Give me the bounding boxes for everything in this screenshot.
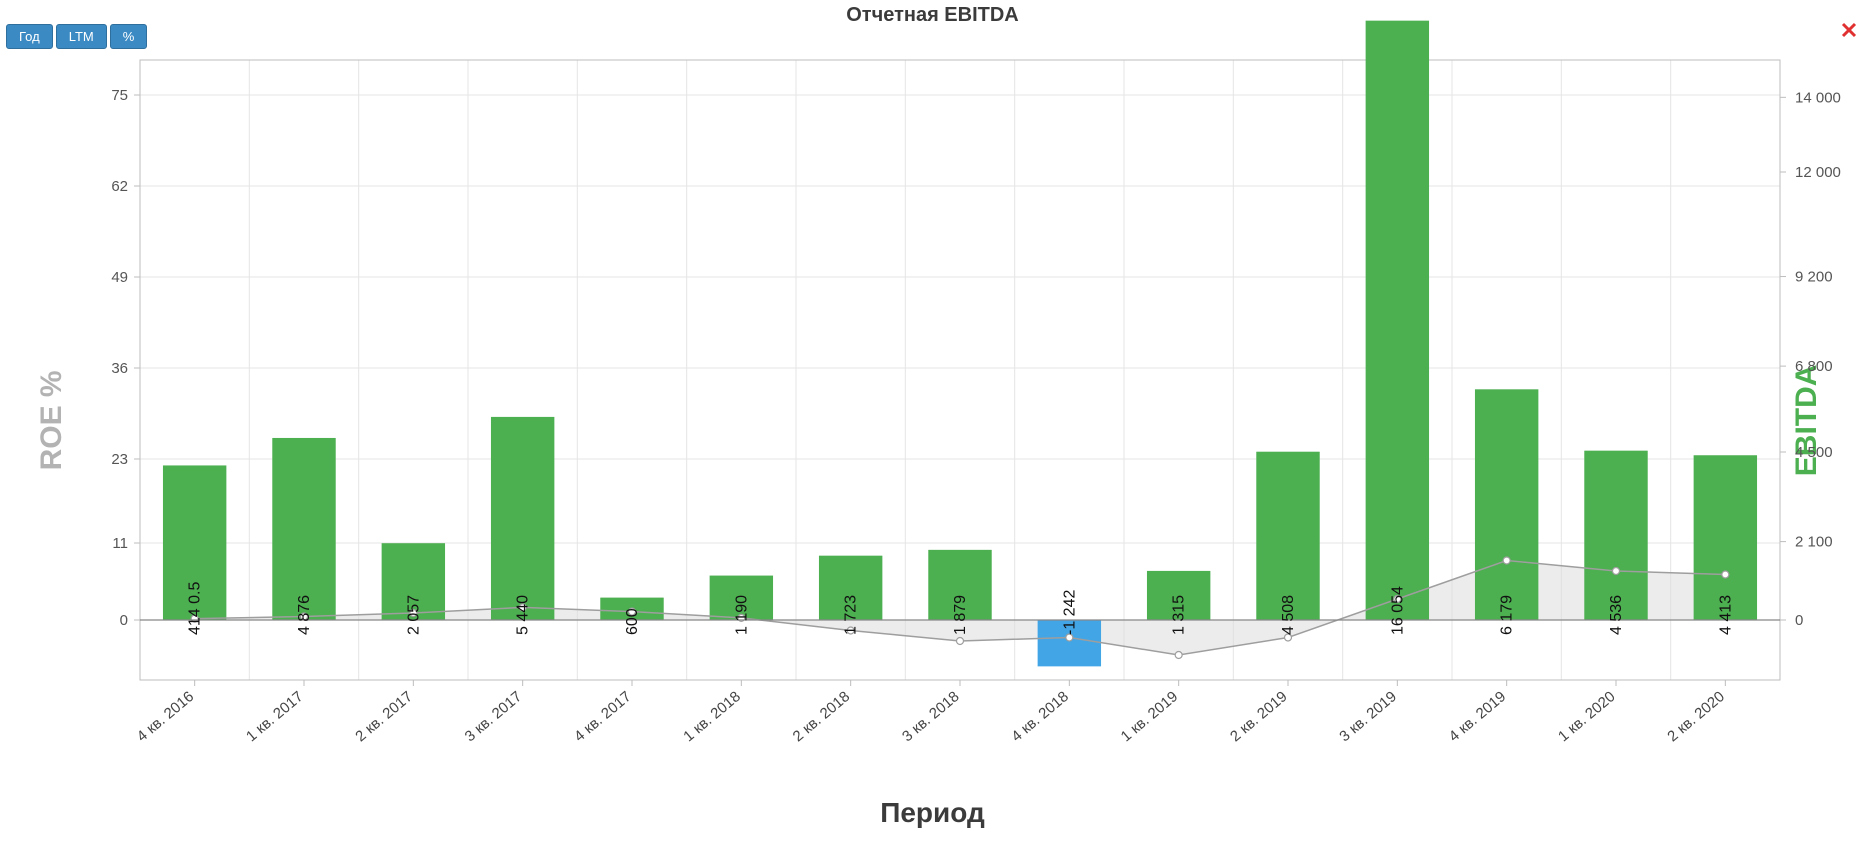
roe-marker[interactable] bbox=[957, 638, 964, 645]
left-y-tick: 0 bbox=[120, 612, 128, 629]
bar-value-label: 1 879 bbox=[952, 595, 969, 635]
x-tick-label: 4 кв. 2018 bbox=[1008, 688, 1072, 745]
x-ticks: 4 кв. 2016 1 кв. 2017 2 кв. 2017 3 кв. 2017… bbox=[134, 680, 1728, 745]
x-tick-label: 4 кв. 2016 bbox=[134, 688, 198, 745]
right-y-tick: 12 000 bbox=[1795, 164, 1841, 181]
bar-value-label: 5 440 bbox=[515, 595, 532, 635]
bar[interactable] bbox=[1475, 389, 1538, 620]
left-y-tick: 23 bbox=[111, 451, 128, 468]
x-tick-label: 3 кв. 2017 bbox=[462, 688, 526, 745]
ltm-button[interactable]: LTM bbox=[56, 24, 107, 49]
bar-value-label: 2 057 bbox=[405, 595, 422, 635]
bar[interactable] bbox=[272, 438, 335, 620]
x-tick-label: 2 кв. 2017 bbox=[352, 688, 416, 745]
toolbar: Год LTM % bbox=[6, 24, 147, 49]
x-tick-label: 2 кв. 2019 bbox=[1227, 688, 1291, 745]
bar[interactable] bbox=[1256, 452, 1319, 620]
roe-marker[interactable] bbox=[1722, 571, 1729, 578]
roe-marker[interactable] bbox=[1175, 652, 1182, 659]
x-tick-label: 1 кв. 2019 bbox=[1118, 688, 1182, 745]
left-y-tick: 62 bbox=[111, 178, 128, 195]
left-y-tick: 49 bbox=[111, 269, 128, 286]
right-y-tick: 6 800 bbox=[1795, 358, 1833, 375]
left-y-ticks: 0 11 23 36 49 62 75 bbox=[111, 87, 140, 629]
bars-group bbox=[163, 21, 1757, 667]
left-y-tick: 75 bbox=[111, 87, 128, 104]
left-y-tick: 36 bbox=[111, 360, 128, 377]
right-y-tick: 4 500 bbox=[1795, 444, 1833, 461]
x-tick-label: 2 кв. 2018 bbox=[790, 688, 854, 745]
right-y-tick: 9 200 bbox=[1795, 269, 1833, 286]
bar-value-label: 1 723 bbox=[843, 595, 860, 635]
chart-svg: 414 0.5 4 876 2 057 5 440 600 1 190 1 723 1 879… bbox=[0, 0, 1865, 867]
bar-value-label: 4 508 bbox=[1280, 595, 1297, 635]
bar-value-label: 4 876 bbox=[296, 595, 313, 635]
x-tick-label: 3 кв. 2018 bbox=[899, 688, 963, 745]
bar[interactable] bbox=[491, 417, 554, 620]
bar-value-label: 1 190 bbox=[733, 595, 750, 635]
x-tick-label: 2 кв. 2020 bbox=[1664, 688, 1728, 745]
right-y-ticks: 0 2 100 4 500 6 800 9 200 12 000 14 000 bbox=[1780, 89, 1841, 629]
year-button[interactable]: Год bbox=[6, 24, 53, 49]
bar-value-label: 1 315 bbox=[1171, 595, 1188, 635]
right-y-tick: 14 000 bbox=[1795, 89, 1841, 106]
x-tick-label: 1 кв. 2020 bbox=[1555, 688, 1619, 745]
close-icon[interactable] bbox=[1839, 20, 1859, 40]
bar-value-label: 16 054 bbox=[1389, 586, 1406, 635]
right-y-tick: 0 bbox=[1795, 612, 1803, 629]
bar-value-label: -1 242 bbox=[1061, 590, 1078, 635]
x-tick-label: 4 кв. 2017 bbox=[571, 688, 635, 745]
bar-value-label: 6 179 bbox=[1499, 595, 1516, 635]
x-tick-label: 3 кв. 2019 bbox=[1336, 688, 1400, 745]
x-tick-label: 1 кв. 2017 bbox=[243, 688, 307, 745]
bar-value-label: 600 bbox=[624, 608, 641, 635]
percent-button[interactable]: % bbox=[110, 24, 148, 49]
x-tick-label: 1 кв. 2018 bbox=[680, 688, 744, 745]
bar-value-label: 4 413 bbox=[1717, 595, 1734, 635]
roe-marker[interactable] bbox=[1503, 557, 1510, 564]
right-y-tick: 2 100 bbox=[1795, 534, 1833, 551]
bar[interactable] bbox=[1366, 21, 1429, 620]
roe-marker[interactable] bbox=[1613, 568, 1620, 575]
left-y-tick: 11 bbox=[112, 535, 128, 552]
bar-value-label: 4 536 bbox=[1608, 595, 1625, 635]
x-tick-label: 4 кв. 2019 bbox=[1446, 688, 1510, 745]
bar-value-label: 414 0.5 bbox=[187, 582, 204, 635]
bar[interactable] bbox=[1584, 451, 1647, 620]
